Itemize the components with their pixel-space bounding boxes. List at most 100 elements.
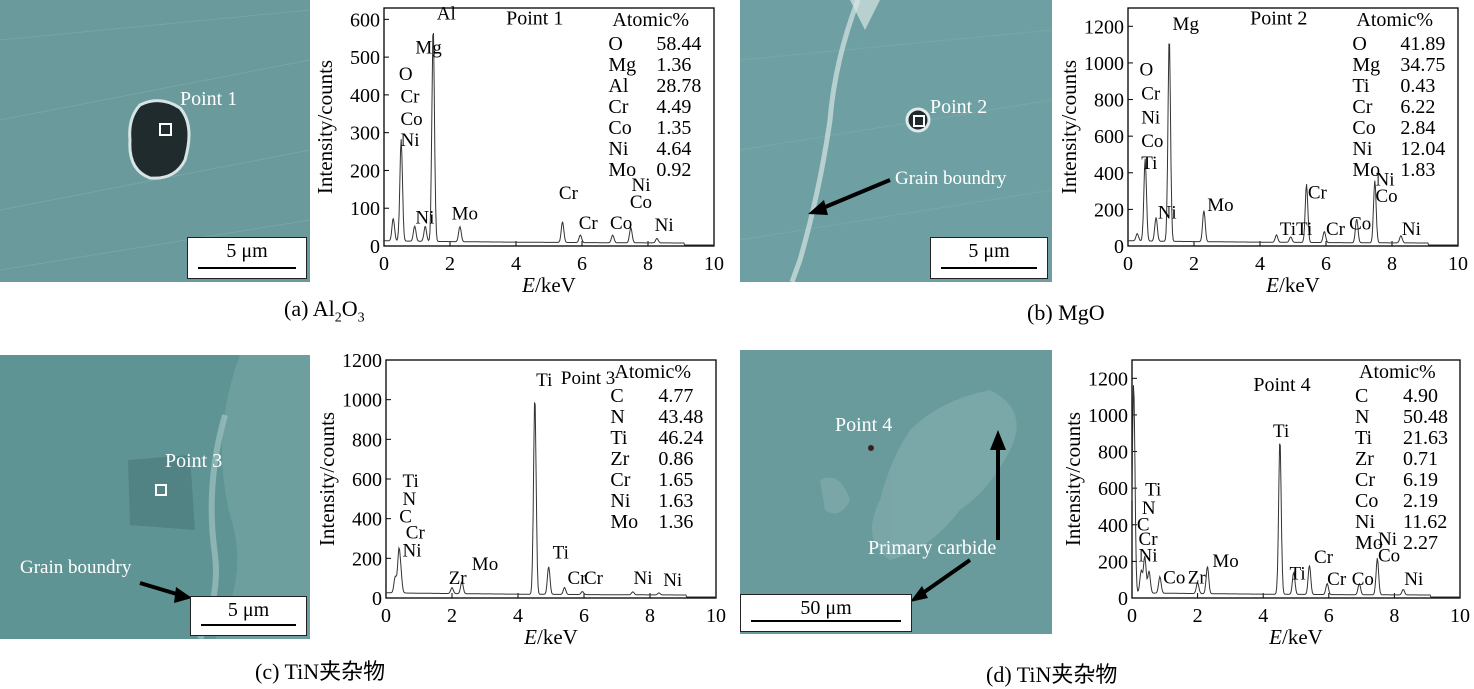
analysis-point-marker-b [913, 115, 925, 127]
composition-element: Co [1352, 117, 1375, 139]
composition-element: N [1355, 406, 1369, 428]
peak-label: Mg [1173, 14, 1200, 35]
y-tick-label: 1000 [1088, 405, 1128, 427]
y-tick-label: 500 [350, 47, 380, 69]
composition-value: 4.77 [658, 385, 693, 407]
x-tick-label: 2 [1189, 253, 1199, 275]
composition-element: N [610, 406, 624, 428]
scale-label-b: 5 μm [968, 240, 1010, 262]
spectrum-line [1131, 385, 1460, 598]
composition-value: 1.65 [658, 469, 693, 491]
y-axis-label: Intensity/counts [1057, 60, 1081, 194]
y-axis-label: Intensity/counts [315, 412, 339, 546]
composition-element: C [610, 385, 623, 407]
spectrum-svg: 0 200 400 600 800 1000 1200 0 2 4 6 8 10 E/keV Intensi… [1057, 7, 1468, 297]
composition-element: Ni [1355, 511, 1375, 533]
point-label-d: Point 4 [835, 414, 893, 436]
x-tick-label: 4 [513, 605, 523, 627]
composition-value: 41.89 [1400, 33, 1445, 55]
composition-element: Ti [1355, 427, 1373, 449]
composition-element: Al [608, 75, 628, 97]
y-tick-label: 200 [1094, 199, 1124, 221]
composition-element: Ti [1352, 75, 1370, 97]
peak-label: Co [630, 192, 652, 213]
peak-label: C [1137, 514, 1150, 535]
spectrum-title: Point 2 [1250, 8, 1307, 30]
y-tick-label: 0 [370, 236, 380, 258]
composition-value: 11.62 [1403, 511, 1447, 533]
peak-label: Co [1378, 545, 1400, 566]
inclusion-particle-a [128, 99, 191, 180]
spectrum-line [384, 32, 714, 246]
composition-value: 43.48 [658, 406, 703, 428]
peak-label: N [403, 489, 417, 510]
peak-label: Zr [449, 568, 468, 589]
peak-label: Al [437, 3, 456, 24]
peak-label: O [399, 64, 413, 85]
spectrum-svg: 0 100 200 300 400 500 600 0 2 4 6 8 10 E/keV Intensity… [313, 3, 724, 297]
caption-a-sub2: 3 [357, 310, 365, 326]
composition-element: Ni [1352, 138, 1372, 160]
analysis-point-marker-d [868, 445, 874, 451]
x-axis-label: E/keV [523, 625, 578, 649]
peak-label: Cr [1139, 529, 1159, 550]
peak-label: Ni [1402, 219, 1421, 240]
y-tick-label: 400 [1094, 163, 1124, 185]
composition-value: 50.48 [1403, 406, 1448, 428]
peak-label: Co [1163, 567, 1185, 588]
peak-label: Ni [1141, 107, 1160, 128]
peak-label: Ti [1289, 564, 1305, 585]
grain-boundary-label-b: Grain boundry [895, 168, 1007, 189]
eds-spectrum-c: 0 200 400 600 800 1000 1200 0 2 4 6 8 10 E/keV Intensi… [310, 350, 740, 650]
x-tick-label: 6 [1324, 605, 1334, 627]
x-tick-label: 0 [379, 253, 389, 275]
peak-label: Ni [1376, 170, 1395, 191]
composition-element: O [1352, 33, 1366, 55]
x-tick-label: 4 [1255, 253, 1265, 275]
composition-value: 4.49 [656, 96, 691, 118]
peak-label: Cr [1308, 182, 1328, 203]
grain-boundary-arrow-c [139, 581, 181, 597]
spectrum-title: Point 1 [506, 8, 563, 30]
sem-texture-b [740, 0, 1052, 282]
composition-element: Mg [1352, 54, 1380, 76]
composition-value: 1.36 [658, 511, 693, 533]
x-tick-label: 8 [1389, 605, 1399, 627]
spectrum-line [386, 402, 716, 598]
peak-label: Co [401, 109, 423, 130]
scale-bar-d: 50 μm [740, 594, 912, 632]
peak-label: Co [1352, 569, 1374, 590]
atomic-header: Atomic% [612, 9, 689, 31]
peak-label: Co [1349, 214, 1371, 235]
composition-value: 1.83 [1400, 159, 1435, 181]
peak-label: Cr [559, 183, 579, 204]
x-axis-label: E/keV [521, 273, 576, 297]
peak-label: Ni [415, 207, 434, 228]
x-tick-label: 8 [645, 605, 655, 627]
peak-label: Zr [1188, 567, 1207, 588]
y-tick-label: 1000 [1084, 53, 1124, 75]
peak-label: Ti [553, 542, 569, 563]
caption-b: (b) MgO [1027, 300, 1105, 325]
x-tick-label: 0 [381, 605, 391, 627]
sem-image-b: Point 2 Grain boundry 5 μm [740, 0, 1052, 282]
composition-element: Cr [608, 96, 628, 118]
composition-value: 21.63 [1403, 427, 1448, 449]
peak-label: Ti [1273, 421, 1289, 442]
x-tick-label: 4 [1258, 605, 1268, 627]
composition-value: 1.35 [656, 117, 691, 139]
y-tick-label: 0 [372, 588, 382, 610]
composition-value: 1.63 [658, 490, 693, 512]
caption-a: (a) Al2O3 [284, 296, 365, 326]
sem-image-c: Point 3 Grain boundry 5 μm [0, 355, 310, 639]
caption-d: (d) TiN夹杂物 [986, 662, 1118, 687]
caption-c: (c) TiN夹杂物 [255, 659, 386, 684]
peak-label: Cr [1314, 547, 1334, 568]
y-tick-label: 800 [1098, 442, 1128, 464]
composition-value: 58.44 [656, 33, 701, 55]
y-tick-label: 600 [352, 469, 382, 491]
composition-element: Ni [610, 490, 630, 512]
scale-bar-c: 5 μm [190, 596, 307, 636]
x-tick-label: 10 [706, 605, 726, 627]
y-tick-label: 600 [1098, 478, 1128, 500]
